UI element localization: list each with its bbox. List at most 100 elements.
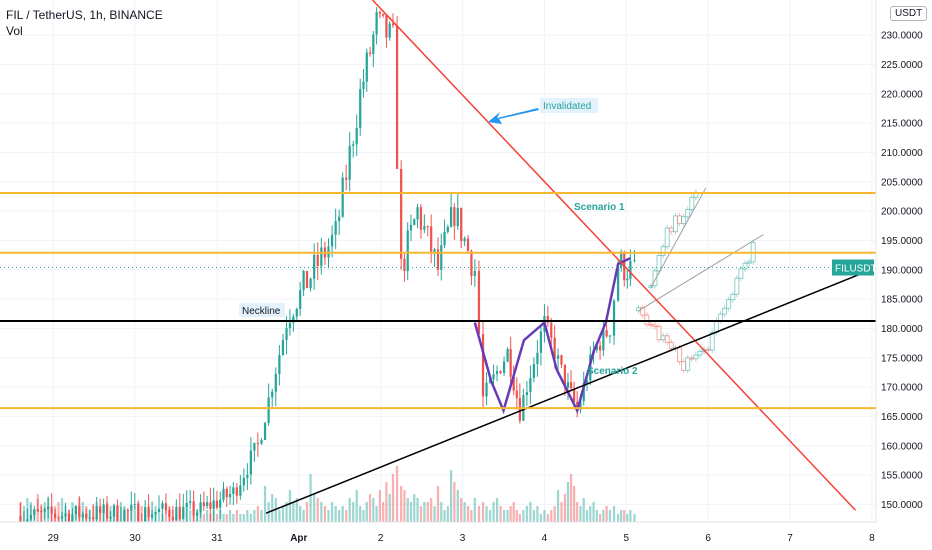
candle: [130, 504, 133, 511]
candle: [102, 504, 105, 514]
volume-bar: [430, 498, 433, 522]
candle: [40, 511, 43, 513]
volume-bar: [249, 514, 252, 522]
candle: [164, 503, 168, 511]
time-tick-label: 7: [787, 533, 793, 544]
projection-bearish-candle: [689, 357, 695, 360]
volume-bar: [246, 510, 249, 522]
candle: [271, 391, 274, 398]
price-axis[interactable]: 150.0000 155.0000 160.0000 165.0000 170.0000…: [875, 0, 932, 550]
candle: [485, 382, 488, 397]
candle: [334, 221, 337, 235]
candle: [612, 300, 616, 336]
symbol-title: FIL / TetherUS, 1h, BINANCE: [6, 8, 163, 22]
candle: [50, 506, 53, 514]
candle: [569, 382, 573, 389]
projection-bullish-candle: [685, 208, 691, 218]
candle: [253, 443, 256, 451]
volume-bar: [626, 514, 629, 522]
candle: [78, 505, 81, 518]
candle: [626, 278, 629, 281]
candle: [449, 207, 453, 227]
price-tick-label: 190.0000: [881, 265, 923, 276]
volume-bar: [443, 510, 446, 522]
volume-bar: [215, 514, 219, 522]
candle: [620, 253, 623, 268]
candle: [316, 254, 319, 267]
candle: [372, 34, 375, 54]
candle: [460, 207, 463, 242]
volume-bar: [271, 494, 274, 522]
candle: [378, 12, 381, 14]
volume-bar: [334, 506, 337, 522]
candle: [532, 364, 536, 379]
volume-bar: [225, 514, 228, 522]
projection-bullish-candle: [660, 246, 666, 256]
candle: [602, 330, 605, 351]
candle: [492, 374, 495, 380]
volume-bar: [499, 506, 502, 522]
candle: [440, 245, 443, 270]
candle: [71, 514, 74, 524]
candle: [239, 485, 242, 496]
candle: [443, 231, 446, 246]
invalidated-label: Invalidated: [543, 101, 591, 112]
volume-bar: [589, 506, 592, 522]
volume-bar: [359, 506, 362, 522]
candle: [105, 504, 109, 519]
projection-bullish-candle: [652, 270, 658, 287]
neckline-label-bg: [239, 303, 285, 317]
candle: [560, 355, 563, 365]
candle: [267, 397, 270, 424]
projection-bearish-candle: [746, 261, 752, 264]
candle: [123, 510, 126, 522]
volume-bar: [316, 498, 319, 522]
candle: [288, 322, 292, 329]
candle: [473, 270, 476, 277]
price-tick-label: 150.0000: [881, 500, 923, 511]
volume-bar: [416, 498, 419, 522]
price-tick-label: 185.0000: [881, 295, 923, 306]
candle: [362, 81, 365, 90]
candle: [529, 378, 532, 393]
candle: [53, 513, 57, 518]
candle: [608, 335, 612, 337]
candle: [556, 355, 560, 359]
projection-bearish-candle: [681, 361, 687, 371]
time-axis[interactable]: 29 30 31 Apr 2 3 4 5 6 7 8: [0, 521, 932, 550]
currency-unit-button[interactable]: USDT: [890, 6, 928, 21]
price-axis-bg: [876, 0, 932, 550]
candle: [232, 487, 235, 494]
volume-bar: [406, 498, 409, 522]
candle: [382, 13, 385, 16]
candle: [47, 506, 50, 510]
candle: [161, 503, 164, 509]
ascending-trendline: [265, 272, 864, 514]
projection-bullish-candle: [681, 216, 687, 225]
candle: [256, 443, 260, 445]
volume-bar: [320, 502, 323, 522]
volume-bar: [456, 490, 459, 522]
candle: [506, 349, 509, 362]
volume-bar: [592, 502, 595, 522]
projection-bullish-candle: [672, 215, 678, 233]
candle: [112, 505, 116, 517]
volume-bar: [235, 510, 238, 522]
candle: [171, 516, 174, 521]
candle: [595, 345, 598, 350]
candle: [302, 270, 305, 291]
volume-bar: [299, 506, 302, 522]
candle: [126, 510, 129, 512]
price-tick-label: 210.0000: [881, 148, 923, 159]
candle: [345, 177, 348, 180]
time-tick-label: 3: [460, 533, 466, 544]
volume-bar: [550, 510, 553, 522]
volume-bar: [388, 494, 391, 522]
candle: [278, 354, 281, 375]
time-tick-label: 6: [705, 533, 711, 544]
volume-bar: [391, 474, 395, 522]
volume-bar: [228, 510, 232, 522]
candle: [403, 258, 406, 272]
volume-bar: [355, 490, 358, 522]
